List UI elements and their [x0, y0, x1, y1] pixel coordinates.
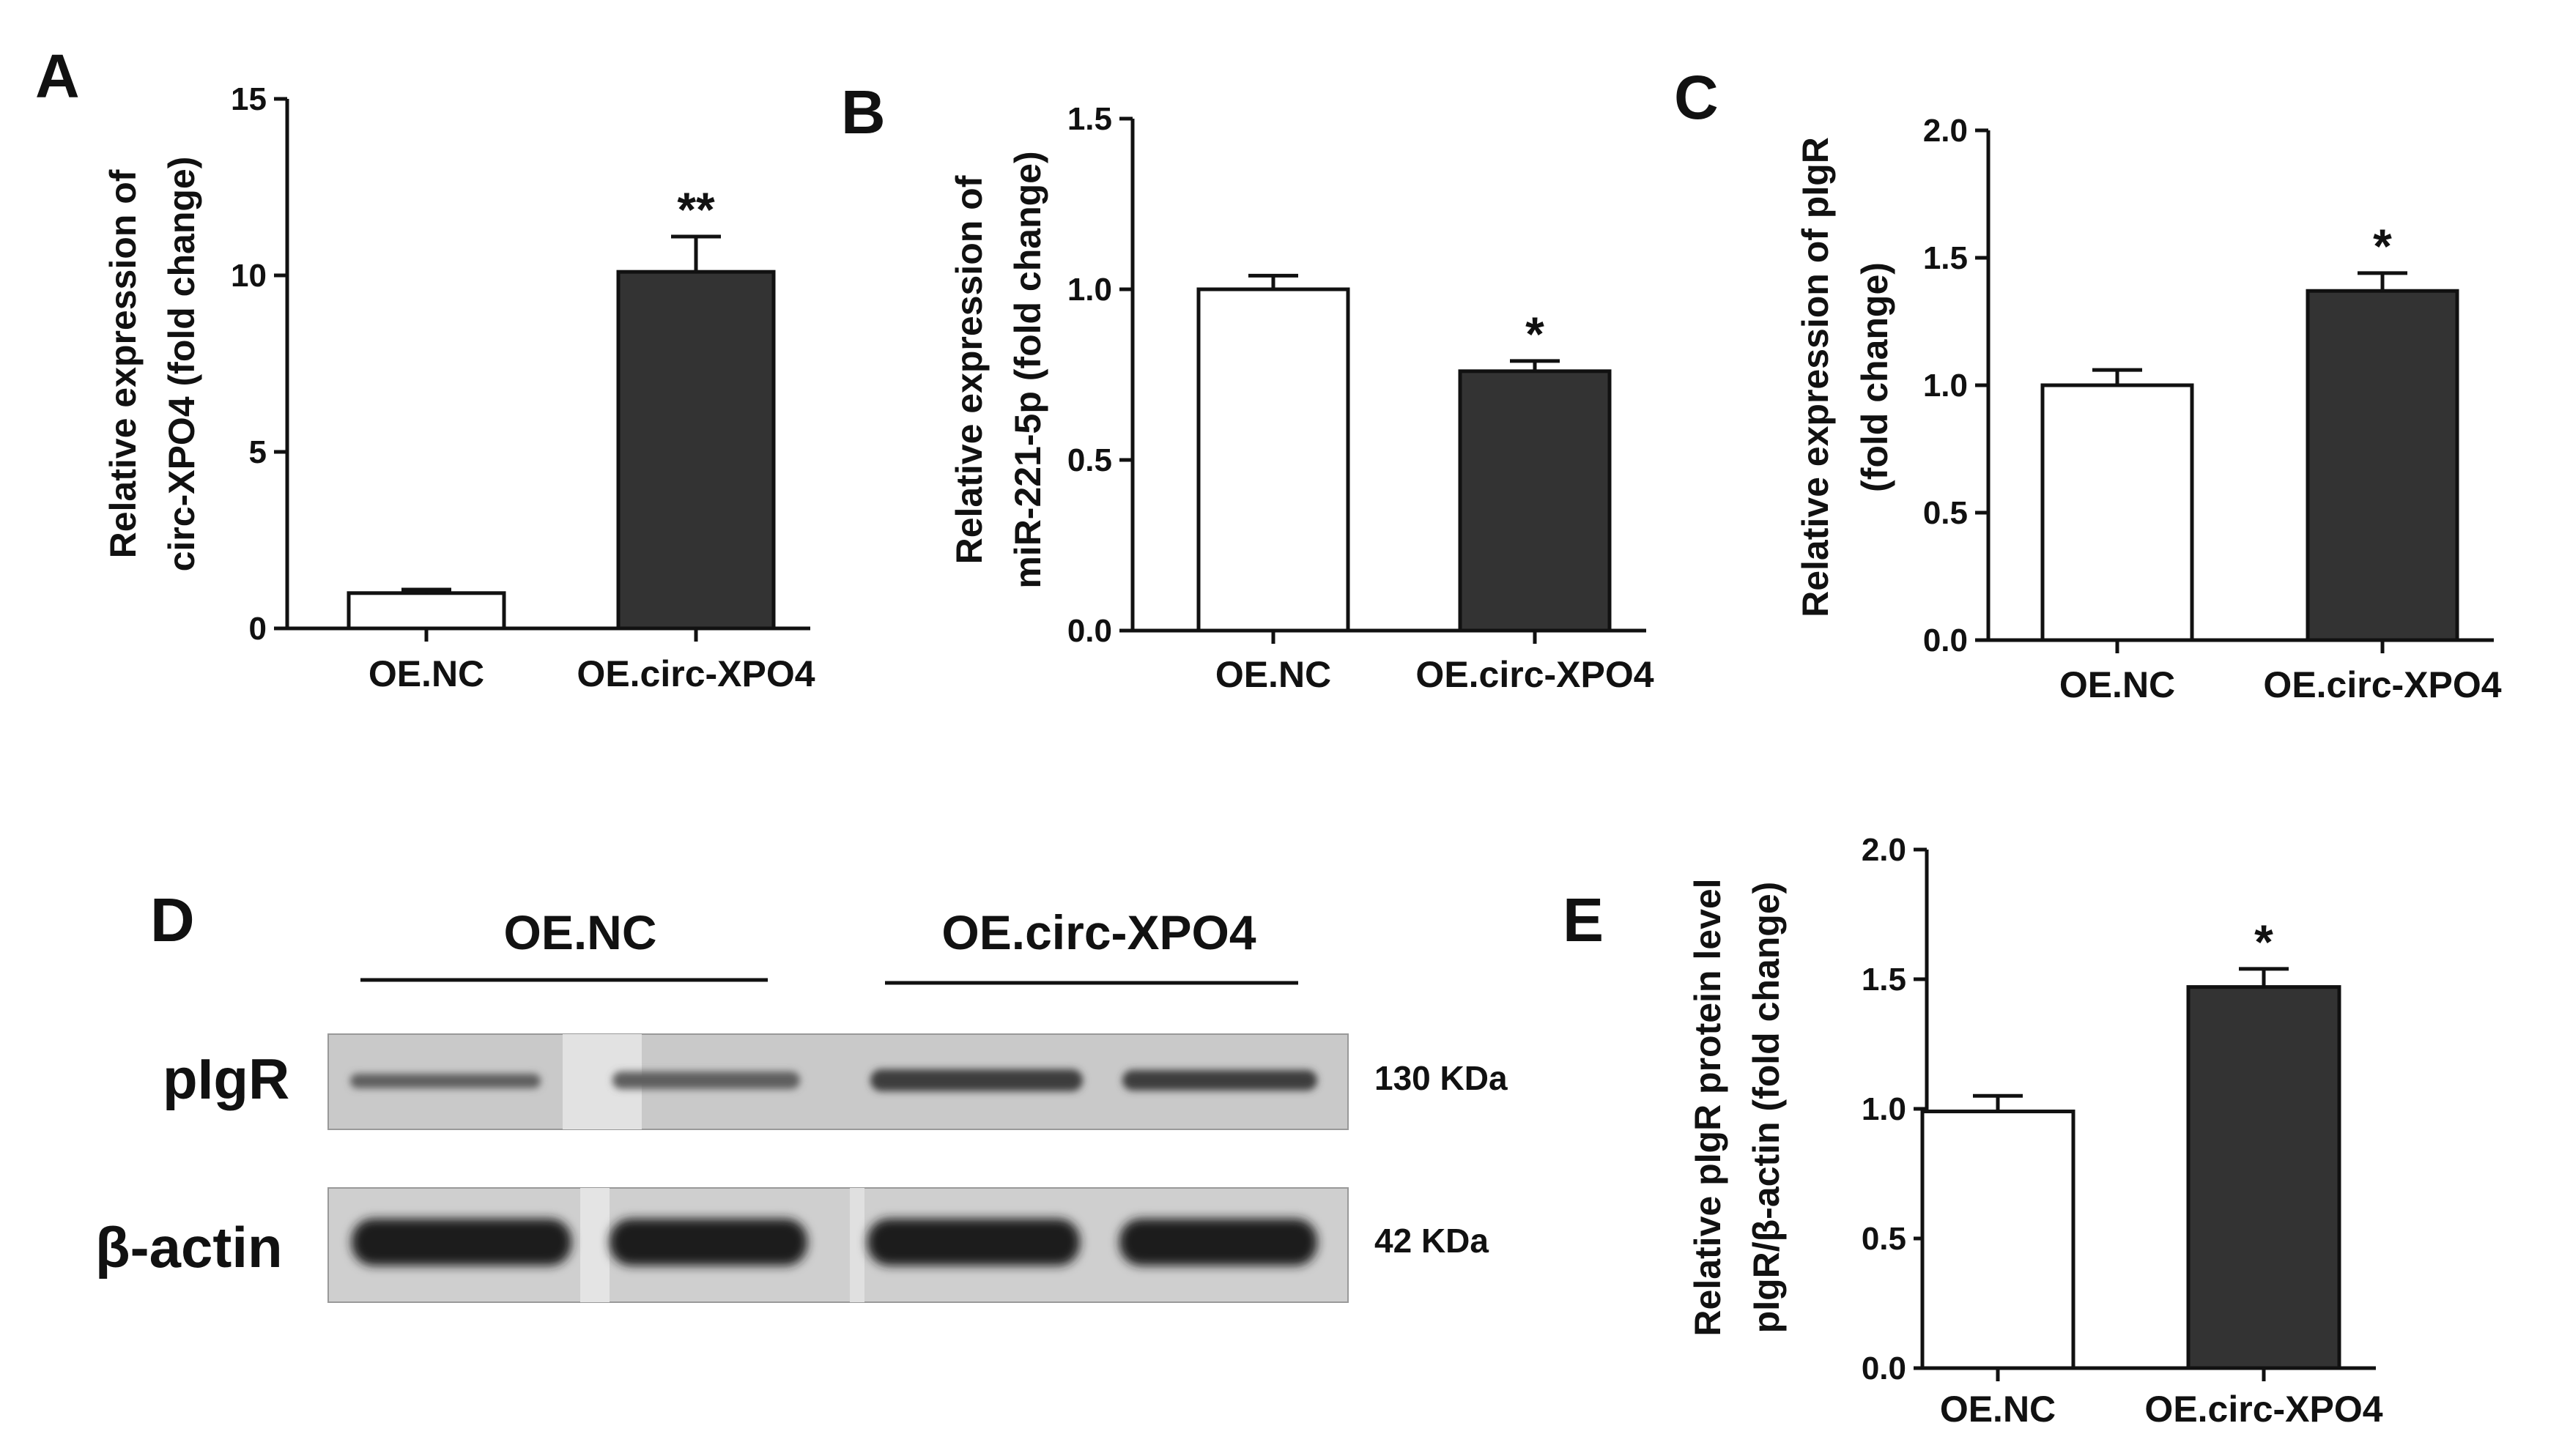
- panel-letter-e: E: [1563, 885, 1604, 954]
- y-axis-label: Relative expression of: [949, 175, 990, 564]
- blot-row-label-beta-actin: β-actin: [95, 1215, 283, 1279]
- x-category-label: OE.circ-XPO4: [577, 653, 815, 694]
- y-tick-label: 0.0: [1862, 1351, 1906, 1386]
- chart-panel-b: B 0.0 0.5 1.0 1.5 OE.NC OE.circ-XPO4 * Relative …: [841, 78, 1654, 695]
- bar-oe-nc: [1920, 1110, 2075, 1370]
- y-tick-label: 1.0: [1862, 1091, 1906, 1127]
- x-category-label: OE.NC: [2059, 664, 2175, 705]
- chart-panel-a: A 0 5 10 15 OE.NC OE.circ-XPO4 ** Relative expre…: [35, 42, 815, 694]
- y-tick-label: 0.5: [1923, 495, 1968, 531]
- bar-oe-circ-xpo4: [2306, 289, 2459, 642]
- y-tick-label: 0.5: [1067, 442, 1112, 478]
- western-blot-panel: D OE.NC OE.circ-XPO4 pIgR β-actin 130 KD…: [95, 885, 1508, 1303]
- x-category-label: OE.NC: [369, 653, 484, 694]
- y-tick-label: 1.0: [1923, 368, 1968, 404]
- blot-group-label-oe-circ-xpo4: OE.circ-XPO4: [941, 905, 1256, 959]
- band-pigr-lane-4: [1122, 1070, 1317, 1091]
- y-tick-label: 2.0: [1862, 832, 1906, 868]
- blot-strip-beta-actin: [327, 1187, 1349, 1303]
- error-bar: [401, 587, 451, 593]
- y-tick-label: 1.0: [1067, 272, 1112, 308]
- error-bar: [1248, 273, 1298, 289]
- band-pigr-lane-3: [870, 1069, 1083, 1091]
- y-tick-label: 2.0: [1923, 113, 1968, 149]
- y-axis-label: pIgR/β-actin (fold change): [1746, 882, 1787, 1334]
- bar-oe-circ-xpo4: [2186, 985, 2341, 1370]
- error-bar: [1510, 359, 1560, 371]
- y-axis-label: Relative pIgR protein level: [1687, 878, 1728, 1336]
- significance-mark: *: [1525, 307, 1544, 361]
- bar-oe-nc: [1196, 287, 1350, 633]
- significance-mark: *: [2373, 219, 2392, 273]
- blot-size-beta-actin: 42 KDa: [1374, 1222, 1489, 1260]
- x-category-label: OE.circ-XPO4: [1415, 654, 1654, 695]
- y-axis-label: (fold change): [1854, 262, 1895, 492]
- y-axis-label: circ-XPO4 (fold change): [161, 157, 202, 572]
- band-beta-actin-lane-2: [610, 1219, 807, 1266]
- panel-letter-d: D: [150, 885, 195, 954]
- error-bar: [2239, 967, 2289, 987]
- y-tick-label: 0.5: [1862, 1221, 1906, 1257]
- bar-oe-nc: [2040, 383, 2194, 642]
- band-pigr-lane-1: [350, 1074, 541, 1088]
- y-tick-label: 0.0: [1067, 613, 1112, 649]
- panel-letter-b: B: [841, 78, 886, 146]
- x-category-label: OE.circ-XPO4: [2144, 1389, 2382, 1430]
- bar-oe-circ-xpo4: [616, 270, 776, 631]
- chart-panel-e: E 0.0 0.5 1.0 1.5 2.0 OE.NC OE.circ-XPO4 * Relati…: [1563, 832, 2383, 1430]
- bar-oe-circ-xpo4: [1458, 369, 1612, 633]
- y-tick-label: 5: [249, 434, 267, 470]
- panel-letter-c: C: [1674, 63, 1719, 132]
- bar-oe-nc: [347, 591, 506, 631]
- y-tick-label: 0.0: [1923, 623, 1968, 658]
- blot-group-label-oe-nc: OE.NC: [503, 905, 656, 959]
- y-tick-label: 1.5: [1923, 240, 1968, 276]
- x-category-label: OE.NC: [1940, 1389, 2056, 1430]
- panel-letter-a: A: [35, 42, 80, 111]
- band-beta-actin-lane-3: [867, 1219, 1080, 1266]
- y-axis-label: Relative expression of: [103, 169, 144, 558]
- error-bar: [2358, 271, 2407, 291]
- error-bar: [2092, 368, 2142, 385]
- blot-strip-pigr: [327, 1033, 1349, 1130]
- significance-mark: **: [677, 182, 715, 237]
- y-axis-label: miR-221-5p (fold change): [1007, 151, 1048, 588]
- error-bar: [1973, 1093, 2023, 1112]
- band-pigr-lane-2: [612, 1071, 800, 1089]
- x-category-label: OE.NC: [1215, 654, 1331, 695]
- x-category-label: OE.circ-XPO4: [2263, 664, 2501, 705]
- blot-row-label-pigr: pIgR: [163, 1047, 289, 1111]
- significance-mark: *: [2254, 915, 2273, 969]
- blot-size-pigr: 130 KDa: [1374, 1059, 1508, 1097]
- y-tick-label: 0: [249, 611, 267, 647]
- y-tick-label: 10: [231, 258, 267, 294]
- error-bar: [671, 234, 721, 272]
- y-tick-label: 15: [231, 81, 267, 117]
- band-beta-actin-lane-4: [1119, 1219, 1317, 1266]
- y-axis-label: Relative expression of pIgR: [1795, 137, 1836, 617]
- y-tick-label: 1.5: [1862, 962, 1906, 998]
- y-tick-label: 1.5: [1067, 101, 1112, 137]
- chart-panel-c: C 0.0 0.5 1.0 1.5 2.0 OE.NC OE.circ-XPO4 * Relati…: [1674, 63, 2502, 705]
- band-beta-actin-lane-1: [352, 1219, 571, 1266]
